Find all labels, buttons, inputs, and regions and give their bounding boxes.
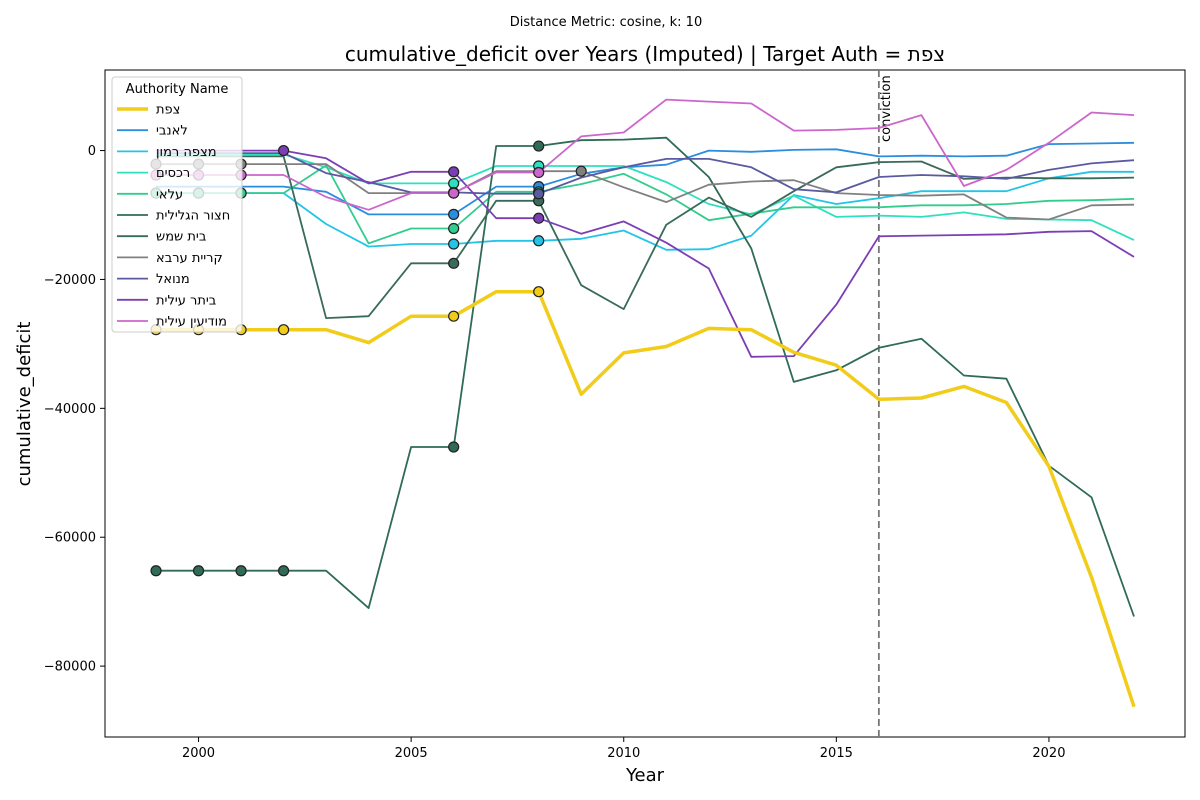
y-axis-label: cumulative_deficit bbox=[14, 322, 35, 487]
series-line bbox=[156, 136, 1135, 617]
imputed-point bbox=[277, 565, 290, 577]
series-line bbox=[156, 149, 1135, 358]
imputed-point bbox=[533, 235, 545, 247]
legend-label: ביתר עילית bbox=[156, 293, 216, 308]
x-axis-label: Year bbox=[625, 765, 665, 786]
imputed-point bbox=[448, 257, 460, 269]
imputed-point bbox=[150, 565, 162, 577]
series-line bbox=[156, 163, 1135, 221]
series-line bbox=[156, 155, 1135, 320]
x-tick-label: 2010 bbox=[607, 746, 640, 761]
series-lines bbox=[156, 98, 1136, 708]
imputed-point bbox=[448, 238, 460, 250]
x-tick-label: 2020 bbox=[1032, 746, 1065, 761]
imputed-point bbox=[533, 166, 545, 179]
imputed-point bbox=[448, 310, 460, 322]
imputed-point bbox=[235, 565, 247, 577]
legend-label: רכסים bbox=[156, 166, 190, 181]
chart-suptitle: Distance Metric: cosine, k: 10 bbox=[510, 15, 702, 30]
legend: Authority Name צפת לאנבי מצפה רמון רכסים עלאי… bbox=[111, 76, 243, 333]
legend-label: בית שמש bbox=[156, 230, 206, 245]
imputed-point bbox=[277, 324, 290, 336]
plot-frame bbox=[104, 69, 1186, 738]
y-tick-label: −40000 bbox=[44, 402, 96, 417]
imputed-point bbox=[533, 286, 545, 298]
series-line bbox=[156, 152, 1135, 195]
y-tick-label: 0 bbox=[88, 144, 96, 159]
x-tick-label: 2000 bbox=[182, 746, 215, 761]
x-tick-label: 2015 bbox=[820, 746, 853, 761]
plot-area: conviction bbox=[104, 69, 1186, 738]
series-line bbox=[156, 98, 1135, 211]
legend-label: חצור הגלילית bbox=[156, 209, 230, 224]
imputed-point bbox=[533, 140, 545, 152]
legend-title: Authority Name bbox=[126, 82, 229, 97]
legend-label: צפת bbox=[156, 103, 180, 118]
y-tick-label: −80000 bbox=[44, 660, 96, 675]
legend-label: לאנבי bbox=[156, 124, 188, 139]
imputed-point bbox=[277, 144, 290, 157]
legend-box bbox=[111, 76, 243, 333]
legend-label: עלאי bbox=[156, 187, 183, 202]
imputed-point bbox=[575, 165, 587, 177]
y-axis-ticks: 0 −20000 −40000 −60000 −80000 bbox=[44, 144, 105, 675]
series-line bbox=[156, 289, 1136, 708]
legend-label: מצפה רמון bbox=[156, 145, 217, 160]
series-line bbox=[156, 170, 1134, 251]
y-tick-label: −20000 bbox=[44, 273, 96, 288]
legend-label: מודיעין עילית bbox=[156, 315, 227, 330]
imputed-point bbox=[192, 565, 205, 577]
imputed-point bbox=[448, 166, 460, 178]
imputed-point bbox=[448, 441, 460, 453]
y-tick-label: −60000 bbox=[44, 531, 96, 546]
imputed-point bbox=[448, 222, 460, 235]
x-tick-label: 2005 bbox=[395, 746, 428, 761]
imputed-point bbox=[533, 188, 545, 200]
legend-label: קריית ערבא bbox=[156, 251, 223, 266]
chart-title: cumulative_deficit over Years (Imputed) … bbox=[345, 42, 945, 66]
imputed-point bbox=[448, 208, 460, 220]
legend-label: מנואל bbox=[156, 272, 190, 287]
series-line bbox=[156, 153, 1135, 241]
x-axis-ticks: 2000 2005 2010 2015 2020 bbox=[182, 737, 1065, 761]
imputed-point bbox=[448, 187, 460, 199]
imputed-point bbox=[533, 212, 545, 224]
series-line bbox=[156, 141, 1135, 216]
conviction-label: conviction bbox=[879, 75, 894, 142]
